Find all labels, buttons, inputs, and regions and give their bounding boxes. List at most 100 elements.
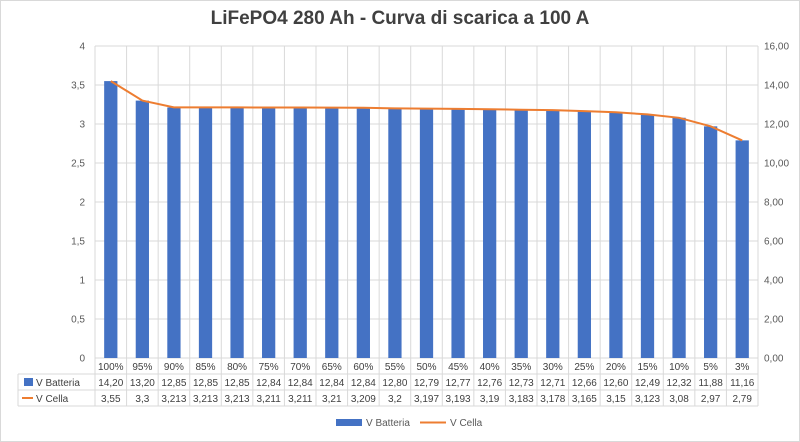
y-right-tick-label: 16,00 bbox=[764, 42, 789, 53]
legend-label: V Cella bbox=[450, 418, 483, 429]
table-series-name: V Cella bbox=[36, 394, 69, 405]
table-cell: 2,79 bbox=[732, 394, 752, 405]
category-label: 100% bbox=[98, 362, 124, 373]
bar bbox=[577, 111, 591, 358]
bar bbox=[546, 110, 560, 358]
table-cell: 3,19 bbox=[480, 394, 500, 405]
table-cell: 12,84 bbox=[351, 378, 376, 389]
table-cell: 12,85 bbox=[193, 378, 218, 389]
category-label: 30% bbox=[543, 362, 563, 373]
bar bbox=[198, 107, 213, 358]
category-label: 25% bbox=[574, 362, 594, 373]
y-right-tick-label: 2,00 bbox=[764, 315, 784, 326]
table-cell: 3,2 bbox=[388, 394, 402, 405]
bar bbox=[514, 109, 528, 358]
table-series-name: V Batteria bbox=[36, 378, 80, 389]
table-cell: 12,73 bbox=[509, 378, 534, 389]
table-cell: 12,85 bbox=[225, 378, 250, 389]
category-label: 95% bbox=[132, 362, 152, 373]
bar bbox=[356, 107, 370, 359]
y-left-tick-label: 2 bbox=[79, 198, 85, 209]
table-cell: 12,84 bbox=[256, 378, 281, 389]
category-label: 40% bbox=[480, 362, 500, 373]
bar bbox=[483, 109, 497, 359]
bar bbox=[325, 107, 339, 359]
table-cell: 12,85 bbox=[161, 378, 186, 389]
legend-key-bar bbox=[24, 378, 33, 386]
table-cell: 3,3 bbox=[135, 394, 149, 405]
table-cell: 12,80 bbox=[382, 378, 407, 389]
y-left-tick-label: 1,5 bbox=[71, 237, 85, 248]
bar bbox=[104, 81, 118, 358]
y-right-tick-label: 14,00 bbox=[764, 81, 789, 92]
table-cell: 3,213 bbox=[193, 394, 218, 405]
bar bbox=[293, 107, 307, 359]
table-cell: 3,193 bbox=[446, 394, 471, 405]
y-right-tick-label: 4,00 bbox=[764, 276, 784, 287]
category-label: 70% bbox=[290, 362, 310, 373]
bar bbox=[735, 140, 749, 358]
category-label: 15% bbox=[637, 362, 657, 373]
y-left-tick-label: 2,5 bbox=[71, 159, 85, 170]
y-left-tick-label: 0 bbox=[79, 354, 85, 365]
y-right-tick-label: 6,00 bbox=[764, 237, 784, 248]
category-label: 50% bbox=[416, 362, 436, 373]
bar bbox=[167, 107, 181, 358]
table-cell: 12,66 bbox=[572, 378, 597, 389]
y-right-tick-label: 8,00 bbox=[764, 198, 784, 209]
table-cell: 3,209 bbox=[351, 394, 376, 405]
table-cell: 3,211 bbox=[288, 394, 313, 405]
category-label: 20% bbox=[606, 362, 626, 373]
bar bbox=[640, 114, 655, 358]
category-label: 80% bbox=[227, 362, 247, 373]
table-cell: 12,49 bbox=[635, 378, 660, 389]
legend-swatch-bar bbox=[336, 419, 362, 426]
category-label: 3% bbox=[735, 362, 750, 373]
y-left-tick-label: 3,5 bbox=[71, 81, 85, 92]
table-cell: 2,97 bbox=[701, 394, 721, 405]
bar bbox=[672, 117, 686, 358]
table-cell: 12,60 bbox=[603, 378, 628, 389]
category-label: 45% bbox=[448, 362, 468, 373]
table-cell: 3,183 bbox=[509, 394, 534, 405]
table-cell: 3,55 bbox=[101, 394, 121, 405]
table-cell: 3,165 bbox=[572, 394, 597, 405]
table-cell: 12,76 bbox=[477, 378, 502, 389]
y-left-tick-label: 0,5 bbox=[71, 315, 85, 326]
chart-title: LiFePO4 280 Ah - Curva di scarica a 100 … bbox=[210, 8, 590, 29]
category-label: 35% bbox=[511, 362, 531, 373]
table-cell: 13,20 bbox=[130, 378, 155, 389]
table-cell: 3,21 bbox=[322, 394, 342, 405]
bar bbox=[704, 126, 718, 358]
table-cell: 3,08 bbox=[669, 394, 689, 405]
table-cell: 11,16 bbox=[730, 378, 755, 389]
legend-label: V Batteria bbox=[366, 418, 410, 429]
bar bbox=[609, 112, 623, 358]
table-cell: 3,15 bbox=[606, 394, 626, 405]
table-cell: 3,178 bbox=[540, 394, 565, 405]
y-right-tick-label: 12,00 bbox=[764, 120, 789, 131]
table-cell: 3,213 bbox=[161, 394, 186, 405]
table-cell: 12,84 bbox=[288, 378, 313, 389]
bar bbox=[135, 100, 149, 358]
bar bbox=[262, 107, 276, 359]
table-cell: 12,32 bbox=[667, 378, 692, 389]
table-cell: 3,213 bbox=[225, 394, 250, 405]
category-label: 10% bbox=[669, 362, 689, 373]
y-left-tick-label: 1 bbox=[79, 276, 85, 287]
table-cell: 12,84 bbox=[319, 378, 344, 389]
bar bbox=[388, 108, 402, 359]
y-left-tick-label: 3 bbox=[79, 120, 85, 131]
table-cell: 12,77 bbox=[446, 378, 471, 389]
category-label: 60% bbox=[353, 362, 373, 373]
category-label: 5% bbox=[703, 362, 718, 373]
y-right-tick-label: 10,00 bbox=[764, 159, 789, 170]
table-cell: 3,197 bbox=[414, 394, 439, 405]
bar bbox=[230, 107, 244, 358]
category-label: 75% bbox=[259, 362, 279, 373]
table-cell: 3,123 bbox=[635, 394, 660, 405]
bar bbox=[451, 108, 465, 358]
category-label: 65% bbox=[322, 362, 342, 373]
table-cell: 12,71 bbox=[540, 378, 565, 389]
bar bbox=[419, 108, 434, 358]
